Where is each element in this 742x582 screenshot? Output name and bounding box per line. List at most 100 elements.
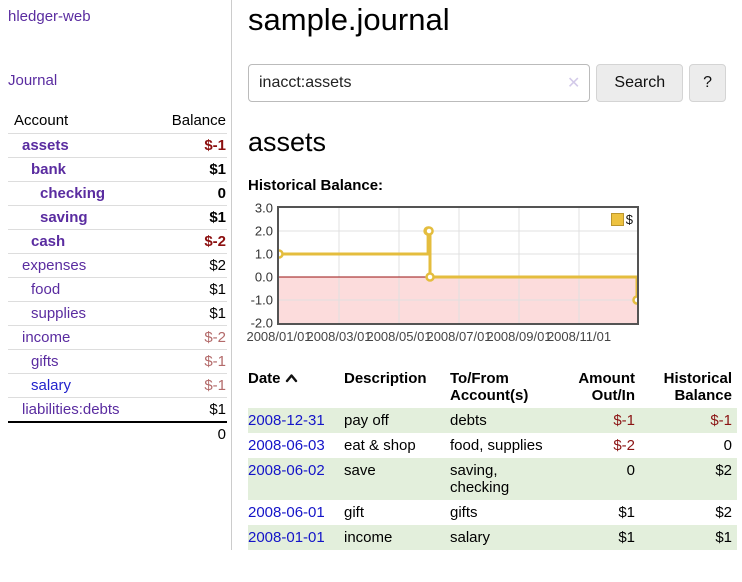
register-row: 2008-06-02 save saving, checking 0 $2 bbox=[248, 458, 737, 500]
main-content: sample.journal ✕ Search ? assets Histori… bbox=[232, 0, 737, 550]
transaction-amount: 0 bbox=[568, 458, 640, 500]
transaction-balance: $2 bbox=[715, 504, 732, 521]
account-row: liabilities:debts $1 bbox=[8, 397, 227, 422]
register-col-accounts: To/From Account(s) bbox=[450, 370, 529, 404]
account-balance: $1 bbox=[149, 397, 227, 422]
accounts-col-balance: Balance bbox=[171, 112, 226, 129]
transaction-accounts: salary bbox=[450, 525, 568, 550]
account-link-liabilities-debts[interactable]: liabilities:debts bbox=[22, 401, 120, 418]
account-balance: 0 bbox=[149, 181, 227, 206]
transaction-balance: 0 bbox=[723, 437, 732, 454]
transaction-description: income bbox=[344, 525, 450, 550]
accounts-total-row: 0 bbox=[8, 421, 227, 446]
transaction-accounts: gifts bbox=[450, 504, 478, 521]
transaction-date-link[interactable]: 2008-01-01 bbox=[248, 529, 325, 546]
search-button[interactable]: Search bbox=[596, 64, 684, 102]
register-col-description: Description bbox=[344, 370, 427, 387]
account-balance: $-1 bbox=[149, 349, 227, 374]
transaction-accounts: debts bbox=[450, 408, 568, 433]
account-row: salary $-1 bbox=[8, 373, 227, 398]
account-balance: $1 bbox=[149, 277, 227, 302]
x-tick: 2008/07/01 bbox=[426, 329, 492, 344]
register-row: 2008-06-03 eat & shop food, supplies $-2… bbox=[248, 433, 737, 458]
register-table: Date Description To/From Account(s) Amou… bbox=[248, 368, 737, 550]
account-row: income $-2 bbox=[8, 325, 227, 350]
account-balance: $2 bbox=[149, 253, 227, 278]
transaction-date-link[interactable]: 2008-06-03 bbox=[248, 437, 325, 454]
x-axis: 2008/01/01 2008/03/01 2008/05/01 2008/07… bbox=[246, 329, 726, 345]
account-row: saving $1 bbox=[8, 205, 227, 230]
x-tick: 2008/05/01 bbox=[366, 329, 432, 344]
transaction-amount: $-2 bbox=[613, 437, 635, 454]
account-link-saving[interactable]: saving bbox=[40, 209, 88, 226]
app-title-link[interactable]: hledger-web bbox=[8, 8, 91, 25]
legend-label: $ bbox=[625, 212, 633, 227]
transaction-balance: $2 bbox=[640, 458, 737, 500]
account-link-bank[interactable]: bank bbox=[31, 161, 67, 178]
accounts-table: Account Balance assets $-1 bank $1 check… bbox=[8, 109, 227, 446]
account-link-expenses[interactable]: expenses bbox=[22, 257, 87, 274]
account-link-supplies[interactable]: supplies bbox=[31, 305, 87, 322]
sidebar-item-journal[interactable]: Journal bbox=[8, 72, 58, 89]
transaction-description: save bbox=[344, 458, 450, 500]
account-link-income[interactable]: income bbox=[22, 329, 71, 346]
transaction-balance: $-1 bbox=[640, 408, 737, 433]
y-tick: -1.0 bbox=[250, 292, 273, 308]
account-balance: $-1 bbox=[149, 373, 227, 398]
x-tick: 2008/09/01 bbox=[486, 329, 552, 344]
x-tick: 2008/11/01 bbox=[546, 329, 612, 344]
account-balance: $1 bbox=[149, 301, 227, 326]
account-balance: $-1 bbox=[149, 133, 227, 158]
register-col-date[interactable]: Date bbox=[248, 368, 344, 408]
x-tick: 2008/01/01 bbox=[246, 329, 312, 344]
account-row: gifts $-1 bbox=[8, 349, 227, 374]
legend-swatch bbox=[610, 213, 624, 226]
y-tick: -2.0 bbox=[250, 315, 273, 331]
register-col-date-label: Date bbox=[248, 370, 281, 387]
account-link-salary[interactable]: salary bbox=[31, 377, 72, 394]
help-button[interactable]: ? bbox=[689, 64, 726, 102]
register-col-balance: Historical Balance bbox=[663, 370, 732, 404]
account-link-food[interactable]: food bbox=[31, 281, 61, 298]
register-row: 2008-01-01 income salary $1 $1 bbox=[248, 525, 737, 550]
account-row: checking 0 bbox=[8, 181, 227, 206]
page-title: sample.journal bbox=[248, 2, 450, 37]
transaction-description: pay off bbox=[344, 408, 450, 433]
chart-legend: $ bbox=[610, 212, 633, 227]
account-link-checking[interactable]: checking bbox=[40, 185, 106, 202]
page: hledger-web Journal Account Balance asse… bbox=[0, 0, 737, 550]
transaction-amount: $1 bbox=[618, 504, 635, 521]
balance-chart: 3.0 2.0 1.0 0.0 -1.0 -2.0 bbox=[246, 201, 726, 348]
accounts-total-value: 0 bbox=[149, 421, 227, 446]
search-input[interactable] bbox=[248, 64, 591, 102]
transaction-accounts: food, supplies bbox=[450, 437, 543, 454]
account-link-assets[interactable]: assets bbox=[22, 137, 69, 154]
accounts-col-account: Account bbox=[14, 112, 69, 129]
account-heading: assets bbox=[248, 127, 327, 157]
account-row: assets $-1 bbox=[8, 133, 227, 158]
chart-section-label: Historical Balance: bbox=[248, 177, 384, 194]
transaction-description: eat & shop bbox=[344, 437, 416, 454]
transaction-description: gift bbox=[344, 504, 365, 521]
transaction-date-link[interactable]: 2008-06-02 bbox=[248, 462, 325, 479]
transaction-accounts: saving, checking bbox=[450, 458, 568, 500]
transaction-date-link[interactable]: 2008-12-31 bbox=[248, 412, 325, 429]
sidebar: hledger-web Journal Account Balance asse… bbox=[0, 0, 232, 550]
account-row: supplies $1 bbox=[8, 301, 227, 326]
sort-ascending-icon bbox=[285, 370, 298, 387]
register-row: 2008-06-01 gift gifts $1 $2 bbox=[248, 500, 737, 525]
account-row: bank $1 bbox=[8, 157, 227, 182]
account-link-cash[interactable]: cash bbox=[31, 233, 66, 250]
y-tick: 2.0 bbox=[254, 223, 273, 239]
account-balance: $-2 bbox=[149, 325, 227, 350]
account-link-gifts[interactable]: gifts bbox=[31, 353, 59, 370]
account-balance: $1 bbox=[149, 157, 227, 182]
account-balance: $1 bbox=[149, 205, 227, 230]
register-col-amount: Amount Out/In bbox=[578, 370, 635, 404]
account-row: expenses $2 bbox=[8, 253, 227, 278]
search-form: ✕ Search ? bbox=[248, 64, 726, 102]
y-tick: 0.0 bbox=[254, 269, 273, 285]
account-row: food $1 bbox=[8, 277, 227, 302]
clear-search-icon[interactable]: ✕ bbox=[566, 75, 581, 92]
transaction-date-link[interactable]: 2008-06-01 bbox=[248, 504, 325, 521]
